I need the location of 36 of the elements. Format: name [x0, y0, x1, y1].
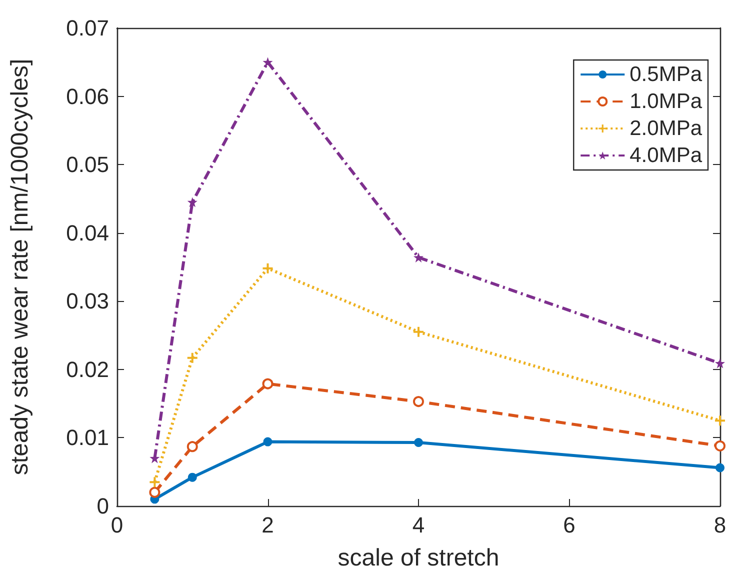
point	[414, 326, 424, 337]
point	[186, 441, 198, 452]
y-tick-label: 0.05	[66, 152, 109, 178]
point	[414, 438, 423, 447]
legend-label: 4.0MPa	[630, 144, 702, 167]
point	[150, 477, 160, 488]
y-tick-label: 0.03	[66, 288, 109, 314]
y-axis-title: steady state wear rate [nm/1000cycles]	[6, 58, 34, 476]
x-tick-label: 4	[412, 512, 425, 538]
point	[715, 416, 725, 426]
x-tick-label: 8	[714, 512, 726, 538]
point	[263, 437, 272, 446]
point	[714, 440, 726, 452]
point	[262, 57, 273, 68]
point	[262, 378, 274, 390]
y-tick-label: 0.07	[66, 16, 109, 40]
point	[413, 396, 424, 408]
y-tick-label: 0.02	[66, 356, 109, 382]
legend-label: 0.5MPa	[630, 63, 702, 86]
y-tick-label: 0.01	[66, 425, 109, 450]
point	[262, 263, 273, 274]
legend-label: 1.0MPa	[630, 90, 702, 113]
point	[149, 486, 160, 498]
point	[715, 358, 725, 368]
y-tick-label: 0.06	[66, 84, 109, 109]
point	[716, 463, 724, 472]
x-axis-title: scale of stretch	[338, 544, 500, 572]
point	[414, 252, 424, 262]
legend-label: 2.0MPa	[630, 117, 702, 140]
point	[188, 472, 197, 482]
point	[187, 352, 198, 363]
x-tick-label: 2	[262, 512, 274, 538]
y-tick-label: 0	[96, 494, 109, 518]
point	[187, 197, 198, 208]
y-tick-label: 0.04	[66, 220, 109, 246]
x-tick-label: 6	[563, 512, 576, 538]
